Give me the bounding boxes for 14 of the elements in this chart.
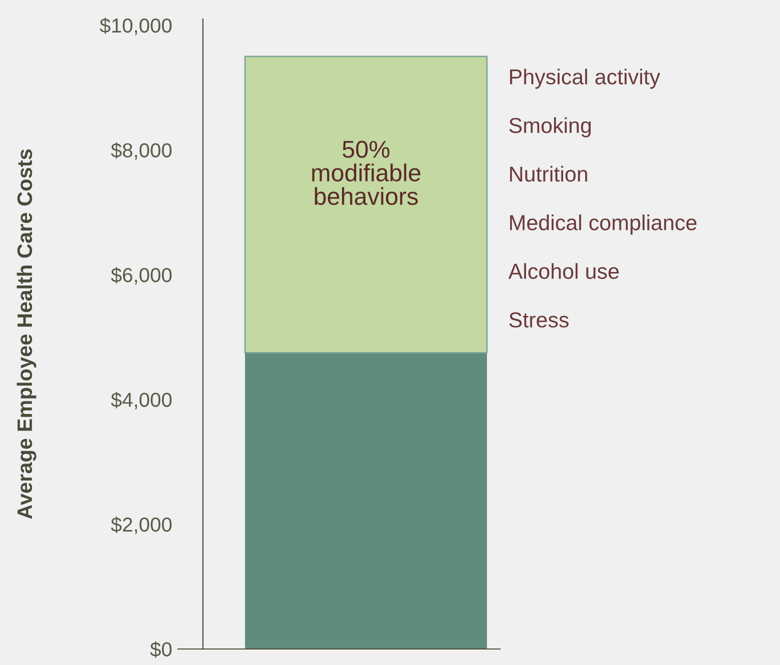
text: Alcohol use (508, 263, 619, 279)
text: Stress (509, 312, 569, 328)
y-axis-title: Average Employee Health Care Costs (16, 149, 36, 519)
text: Physical activity (510, 68, 660, 89)
y-tick-label: $2,000 (110, 516, 172, 534)
y-tick-label: $10,000 (100, 18, 172, 36)
y-tick-label: $0 (150, 641, 172, 658)
annotation: 50% modifiable behaviors (312, 140, 420, 206)
text: Smoking (509, 117, 591, 138)
text: Medical compliance (510, 214, 696, 235)
y-tick-label: $8,000 (110, 142, 172, 160)
y-tick-label: $6,000 (110, 267, 172, 285)
y-tick-label: $4,000 (110, 392, 172, 410)
text: Nutrition (510, 166, 588, 182)
